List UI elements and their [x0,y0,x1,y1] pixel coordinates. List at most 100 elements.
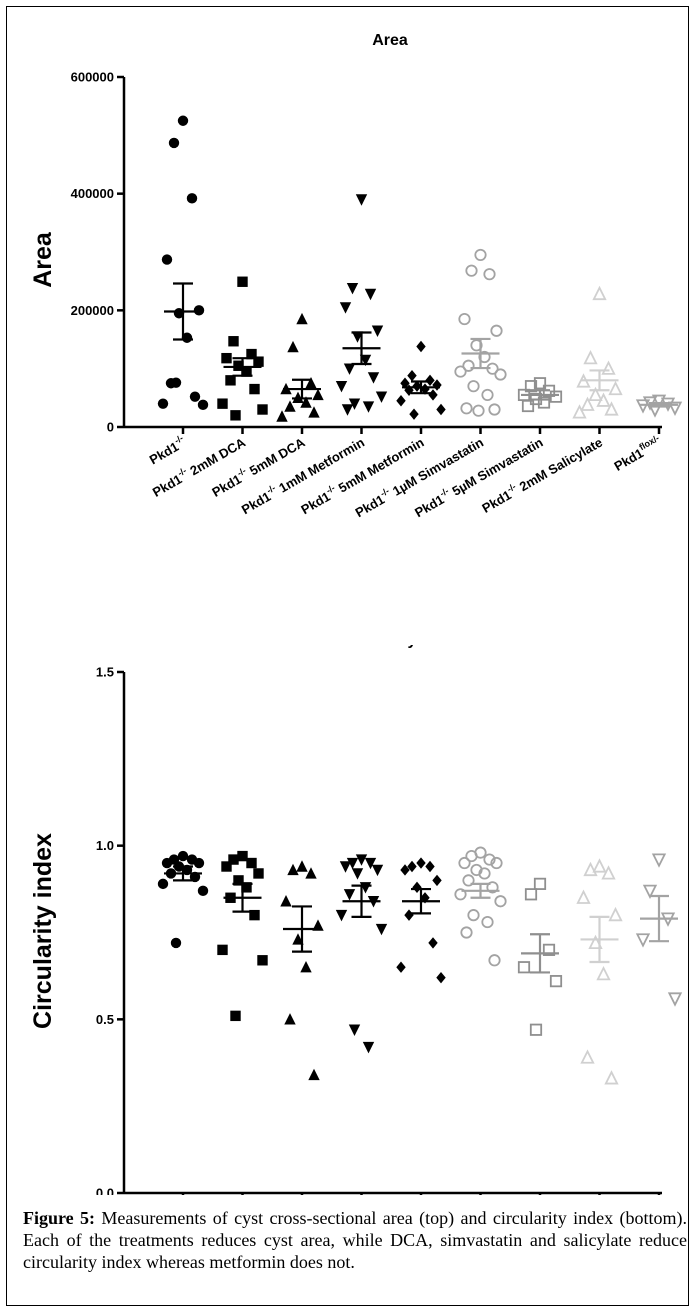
y-tick-label: 1.0 [96,838,114,853]
data-point [375,391,388,403]
data-point [249,909,260,921]
data-point [246,857,257,869]
data-point [467,909,480,922]
data-point [517,961,531,974]
data-point [490,856,503,870]
y-tick-label: 600000 [71,70,114,85]
data-point [233,875,244,886]
data-point [467,380,480,393]
data-point [483,268,496,281]
data-point [249,383,260,395]
data-point [287,340,299,353]
data-point [642,884,658,900]
x-tick-label: Pkd1-/- [146,433,189,468]
caption-text: Measurements of cyst cross-sectional are… [23,1208,687,1272]
data-point [241,366,252,377]
data-point [576,889,591,904]
data-point [276,410,288,422]
data-point [335,380,348,393]
data-point [588,386,603,402]
data-point [253,868,264,879]
data-point [580,1049,595,1064]
data-point [228,854,239,865]
data-point [486,881,499,894]
data-point [335,909,348,922]
data-point [533,877,547,890]
data-point [470,339,483,352]
data-point [601,865,616,880]
caption-label: Figure 5: [23,1208,96,1228]
data-point [177,115,189,126]
y-tick-label: 0.0 [96,1186,114,1196]
data-point [436,971,446,984]
data-point [257,955,268,966]
data-point [549,975,563,988]
data-point [359,354,372,367]
data-point [280,895,292,907]
data-point [371,325,384,337]
data-point [396,961,406,973]
circularity-chart: Circularity Index Circularity index 0.0 0.5… [29,645,683,1196]
data-point [572,404,587,419]
data-point [168,137,180,149]
data-point [197,885,209,897]
data-point [246,348,257,360]
data-point [462,359,475,372]
data-point [241,882,252,893]
y-axis-label: Area [29,231,57,288]
area-chart: AreaArea0200000400000600000Pkd1-/-Pkd1-/… [29,32,683,520]
data-point [409,408,419,420]
data-point [221,352,232,364]
data-point [428,937,438,949]
data-point [364,288,377,301]
data-point [197,399,209,411]
data-point [193,857,205,869]
data-point [346,857,359,870]
data-point [312,388,324,401]
y-tick-label: 200000 [71,303,114,318]
data-point [339,861,352,873]
data-point [494,895,507,908]
data-point [667,992,683,1007]
data-point [225,375,236,386]
data-point [478,867,491,880]
x-tick-label: Pkd1flox/- [610,433,664,474]
data-point [428,389,438,401]
data-point [407,369,417,382]
data-point [592,285,607,301]
data-point [465,849,478,863]
data-point [481,915,494,929]
data-point [253,356,264,367]
data-point [400,377,410,389]
data-point [412,380,422,392]
data-point [490,324,503,337]
data-point [189,391,201,402]
data-point [608,380,623,396]
y-axis-label: Circularity index [29,833,57,1029]
data-point [300,396,312,408]
data-point [608,906,623,922]
data-point [604,1070,619,1085]
data-point [362,401,375,413]
data-point [583,349,598,365]
data-point [596,965,611,981]
data-point [483,853,496,866]
y-tick-label: 0 [107,420,114,435]
data-point [157,878,169,890]
data-point [529,1023,543,1036]
data-point [549,390,563,403]
data-point [580,396,595,411]
data-point [537,396,551,409]
data-point [228,336,239,347]
data-point [296,312,308,325]
data-point [396,395,406,407]
figure-caption: Figure 5: Measurements of cyst cross-sec… [23,1207,687,1273]
data-point [284,400,296,412]
data-point [292,933,304,945]
data-point [651,853,667,868]
data-point [351,868,364,880]
y-tick-label: 1.5 [96,665,114,680]
data-point [296,860,308,872]
data-point [601,360,616,375]
data-point [651,394,667,409]
